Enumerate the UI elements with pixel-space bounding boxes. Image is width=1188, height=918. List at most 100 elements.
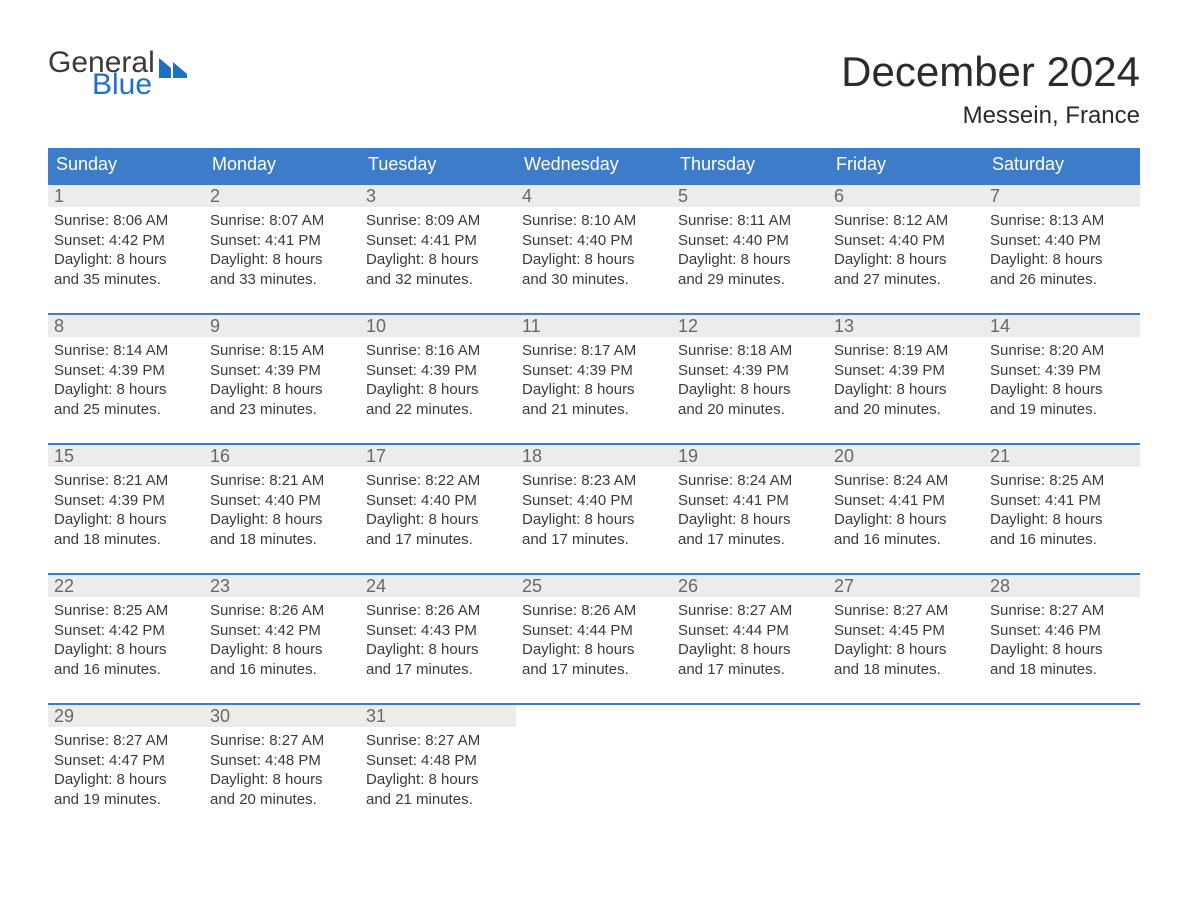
daylight-line-1: Daylight: 8 hours xyxy=(54,250,198,270)
sunset-line: Sunset: 4:39 PM xyxy=(54,491,198,511)
dow-wednesday: Wednesday xyxy=(516,148,672,183)
sunrise-line: Sunrise: 8:16 AM xyxy=(366,341,510,361)
day-body: Sunrise: 8:24 AMSunset: 4:41 PMDaylight:… xyxy=(672,467,828,553)
daylight-line-1: Daylight: 8 hours xyxy=(366,770,510,790)
sunset-line: Sunset: 4:39 PM xyxy=(54,361,198,381)
day-body xyxy=(984,727,1140,735)
sunrise-line: Sunrise: 8:27 AM xyxy=(678,601,822,621)
day-cell: 22Sunrise: 8:25 AMSunset: 4:42 PMDayligh… xyxy=(48,575,204,685)
day-cell xyxy=(828,705,984,815)
daylight-line-1: Daylight: 8 hours xyxy=(54,640,198,660)
sunrise-line: Sunrise: 8:27 AM xyxy=(54,731,198,751)
sunrise-line: Sunrise: 8:21 AM xyxy=(54,471,198,491)
week-row: 22Sunrise: 8:25 AMSunset: 4:42 PMDayligh… xyxy=(48,573,1140,685)
day-number: 29 xyxy=(48,705,204,727)
day-body: Sunrise: 8:14 AMSunset: 4:39 PMDaylight:… xyxy=(48,337,204,423)
day-cell: 16Sunrise: 8:21 AMSunset: 4:40 PMDayligh… xyxy=(204,445,360,555)
day-number: 16 xyxy=(204,445,360,467)
sunset-line: Sunset: 4:40 PM xyxy=(990,231,1134,251)
daylight-line-1: Daylight: 8 hours xyxy=(834,640,978,660)
daylight-line-1: Daylight: 8 hours xyxy=(54,380,198,400)
day-cell xyxy=(984,705,1140,815)
sunset-line: Sunset: 4:42 PM xyxy=(210,621,354,641)
daylight-line-2: and 29 minutes. xyxy=(678,270,822,290)
month-title: December 2024 xyxy=(841,48,1140,96)
daylight-line-2: and 33 minutes. xyxy=(210,270,354,290)
day-body: Sunrise: 8:27 AMSunset: 4:45 PMDaylight:… xyxy=(828,597,984,683)
day-cell: 2Sunrise: 8:07 AMSunset: 4:41 PMDaylight… xyxy=(204,185,360,295)
sunrise-line: Sunrise: 8:26 AM xyxy=(210,601,354,621)
logo-word-blue: Blue xyxy=(92,70,187,100)
day-body: Sunrise: 8:09 AMSunset: 4:41 PMDaylight:… xyxy=(360,207,516,293)
day-cell: 4Sunrise: 8:10 AMSunset: 4:40 PMDaylight… xyxy=(516,185,672,295)
day-body xyxy=(828,727,984,735)
day-cell xyxy=(672,705,828,815)
daylight-line-1: Daylight: 8 hours xyxy=(834,510,978,530)
dow-sunday: Sunday xyxy=(48,148,204,183)
day-number: 5 xyxy=(672,185,828,207)
daylight-line-1: Daylight: 8 hours xyxy=(522,640,666,660)
daylight-line-1: Daylight: 8 hours xyxy=(990,380,1134,400)
sunrise-line: Sunrise: 8:20 AM xyxy=(990,341,1134,361)
sunset-line: Sunset: 4:44 PM xyxy=(522,621,666,641)
sunset-line: Sunset: 4:48 PM xyxy=(366,751,510,771)
daylight-line-1: Daylight: 8 hours xyxy=(366,510,510,530)
dow-friday: Friday xyxy=(828,148,984,183)
day-body: Sunrise: 8:27 AMSunset: 4:44 PMDaylight:… xyxy=(672,597,828,683)
daylight-line-1: Daylight: 8 hours xyxy=(678,510,822,530)
daylight-line-2: and 17 minutes. xyxy=(366,530,510,550)
sunrise-line: Sunrise: 8:24 AM xyxy=(678,471,822,491)
daylight-line-1: Daylight: 8 hours xyxy=(210,640,354,660)
sunrise-line: Sunrise: 8:09 AM xyxy=(366,211,510,231)
daylight-line-1: Daylight: 8 hours xyxy=(210,250,354,270)
day-number: 20 xyxy=(828,445,984,467)
day-number: 11 xyxy=(516,315,672,337)
daylight-line-1: Daylight: 8 hours xyxy=(366,640,510,660)
sunset-line: Sunset: 4:39 PM xyxy=(366,361,510,381)
sunrise-line: Sunrise: 8:26 AM xyxy=(366,601,510,621)
daylight-line-2: and 22 minutes. xyxy=(366,400,510,420)
week-row: 29Sunrise: 8:27 AMSunset: 4:47 PMDayligh… xyxy=(48,703,1140,815)
sunset-line: Sunset: 4:48 PM xyxy=(210,751,354,771)
daylight-line-1: Daylight: 8 hours xyxy=(678,380,822,400)
sunrise-line: Sunrise: 8:25 AM xyxy=(990,471,1134,491)
daylight-line-1: Daylight: 8 hours xyxy=(366,250,510,270)
daylight-line-2: and 19 minutes. xyxy=(54,790,198,810)
sunrise-line: Sunrise: 8:17 AM xyxy=(522,341,666,361)
sunrise-line: Sunrise: 8:13 AM xyxy=(990,211,1134,231)
day-number: 8 xyxy=(48,315,204,337)
sunrise-line: Sunrise: 8:14 AM xyxy=(54,341,198,361)
day-number: 28 xyxy=(984,575,1140,597)
day-cell: 15Sunrise: 8:21 AMSunset: 4:39 PMDayligh… xyxy=(48,445,204,555)
sunset-line: Sunset: 4:44 PM xyxy=(678,621,822,641)
daylight-line-1: Daylight: 8 hours xyxy=(522,510,666,530)
day-body: Sunrise: 8:16 AMSunset: 4:39 PMDaylight:… xyxy=(360,337,516,423)
day-cell: 21Sunrise: 8:25 AMSunset: 4:41 PMDayligh… xyxy=(984,445,1140,555)
sunrise-line: Sunrise: 8:07 AM xyxy=(210,211,354,231)
daylight-line-2: and 27 minutes. xyxy=(834,270,978,290)
day-body: Sunrise: 8:18 AMSunset: 4:39 PMDaylight:… xyxy=(672,337,828,423)
day-cell: 14Sunrise: 8:20 AMSunset: 4:39 PMDayligh… xyxy=(984,315,1140,425)
daylight-line-1: Daylight: 8 hours xyxy=(54,770,198,790)
sunrise-line: Sunrise: 8:11 AM xyxy=(678,211,822,231)
day-body: Sunrise: 8:27 AMSunset: 4:47 PMDaylight:… xyxy=(48,727,204,813)
day-body: Sunrise: 8:26 AMSunset: 4:42 PMDaylight:… xyxy=(204,597,360,683)
dow-monday: Monday xyxy=(204,148,360,183)
day-number: 15 xyxy=(48,445,204,467)
day-cell: 26Sunrise: 8:27 AMSunset: 4:44 PMDayligh… xyxy=(672,575,828,685)
day-cell: 18Sunrise: 8:23 AMSunset: 4:40 PMDayligh… xyxy=(516,445,672,555)
daylight-line-1: Daylight: 8 hours xyxy=(366,380,510,400)
daylight-line-2: and 20 minutes. xyxy=(678,400,822,420)
day-cell: 7Sunrise: 8:13 AMSunset: 4:40 PMDaylight… xyxy=(984,185,1140,295)
sunset-line: Sunset: 4:40 PM xyxy=(834,231,978,251)
day-number: 22 xyxy=(48,575,204,597)
sunrise-line: Sunrise: 8:10 AM xyxy=(522,211,666,231)
daylight-line-1: Daylight: 8 hours xyxy=(678,640,822,660)
sunset-line: Sunset: 4:47 PM xyxy=(54,751,198,771)
day-body: Sunrise: 8:19 AMSunset: 4:39 PMDaylight:… xyxy=(828,337,984,423)
day-of-week-header: Sunday Monday Tuesday Wednesday Thursday… xyxy=(48,148,1140,183)
sunset-line: Sunset: 4:40 PM xyxy=(522,491,666,511)
sunset-line: Sunset: 4:41 PM xyxy=(210,231,354,251)
daylight-line-2: and 16 minutes. xyxy=(990,530,1134,550)
day-number: 25 xyxy=(516,575,672,597)
